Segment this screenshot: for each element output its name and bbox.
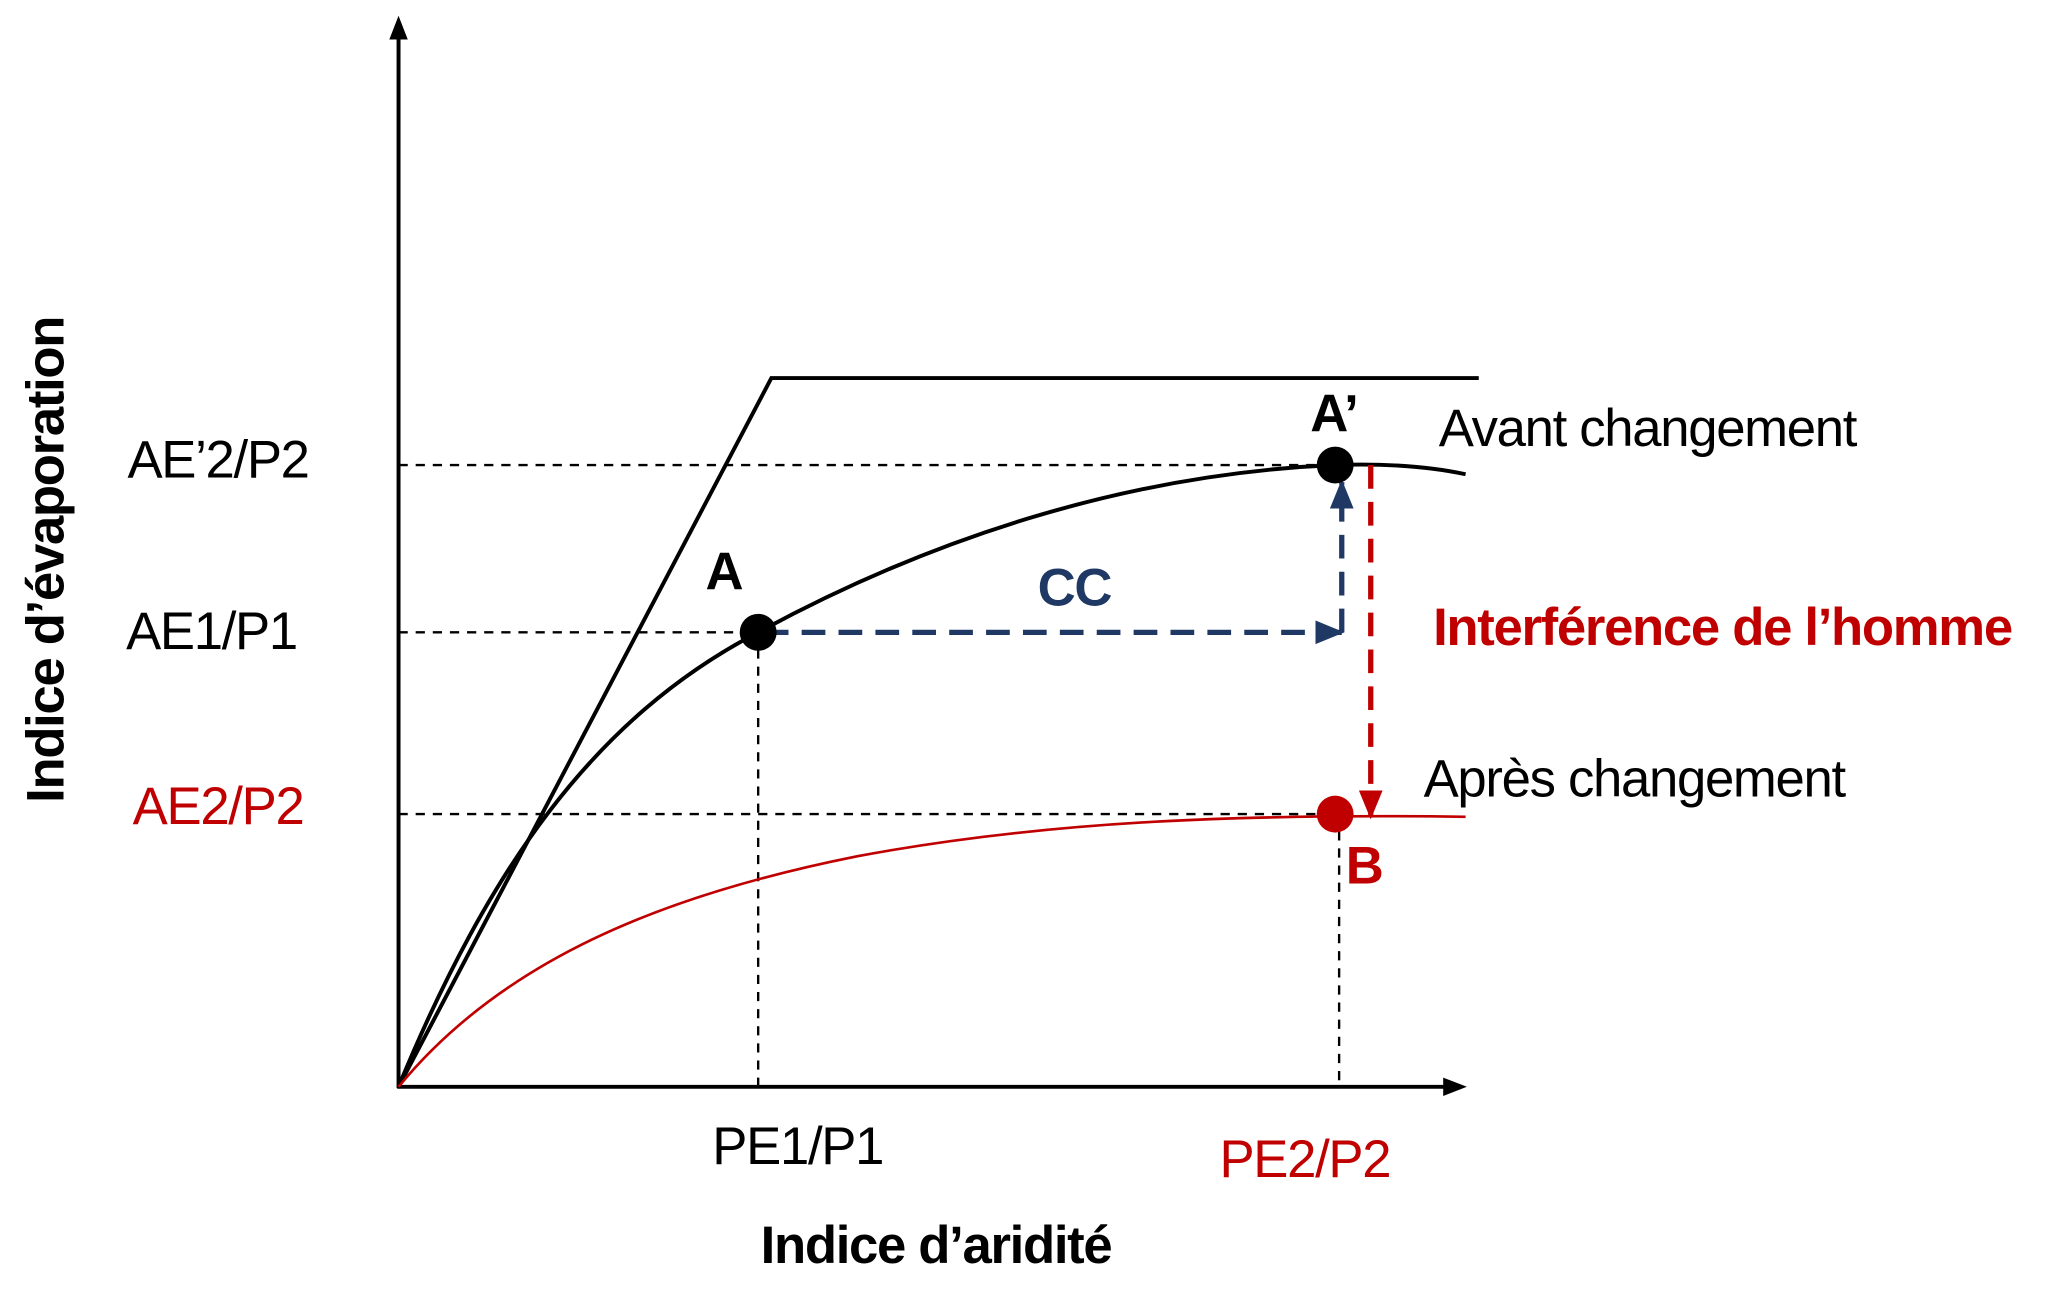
y-axis-title: Indice d’évaporation: [16, 317, 75, 803]
cc-label: CC: [1038, 558, 1112, 617]
human-label: Interférence de l’homme: [1433, 598, 2012, 657]
point-b: [1316, 795, 1354, 833]
y-tick-label: AE’2/P2: [127, 431, 308, 490]
point-a: [739, 613, 777, 651]
x-tick-label: PE2/P2: [1219, 1130, 1390, 1189]
curve-label: Après changement: [1424, 749, 1847, 808]
point-label: A’: [1310, 385, 1357, 444]
point-label: A: [706, 543, 743, 602]
limit-line: [396, 376, 1479, 1088]
curve-label: Avant changement: [1439, 399, 1858, 458]
point-label: B: [1346, 836, 1383, 895]
curve-after: [397, 814, 1466, 1088]
x-arrow: [1443, 1077, 1467, 1097]
point-a-prime: [1316, 446, 1354, 484]
curve-before: [396, 462, 1467, 1088]
guides: [398, 463, 1341, 1087]
x-tick-label: PE1/P1: [712, 1117, 883, 1176]
y-tick-label: AE1/P1: [126, 602, 297, 661]
x-axis-title: Indice d’aridité: [761, 1216, 1112, 1275]
y-tick-label: AE2/P2: [133, 777, 304, 836]
y-arrow: [389, 15, 408, 40]
